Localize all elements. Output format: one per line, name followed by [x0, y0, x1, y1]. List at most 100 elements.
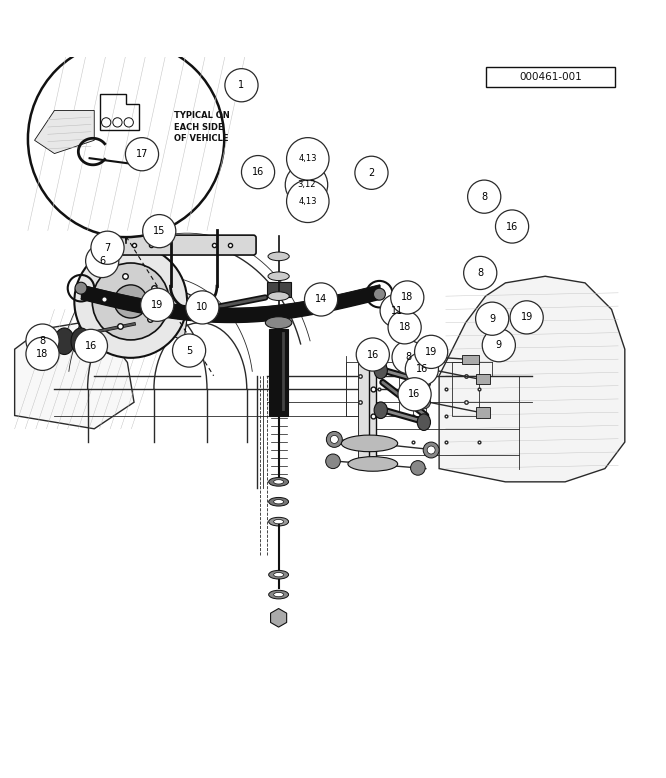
Ellipse shape [374, 362, 388, 379]
Polygon shape [15, 323, 134, 429]
Circle shape [326, 432, 342, 447]
Circle shape [398, 378, 431, 411]
Ellipse shape [268, 570, 288, 579]
Ellipse shape [274, 573, 284, 576]
Circle shape [476, 302, 509, 335]
Ellipse shape [268, 272, 289, 281]
Text: 16: 16 [85, 341, 97, 351]
Text: 16: 16 [416, 364, 428, 374]
Text: 18: 18 [398, 322, 411, 332]
Circle shape [414, 335, 448, 369]
Ellipse shape [274, 520, 284, 524]
Bar [400, 356, 426, 415]
Ellipse shape [268, 252, 289, 261]
Text: 18: 18 [401, 293, 414, 303]
Circle shape [114, 285, 147, 318]
Ellipse shape [71, 328, 91, 355]
Circle shape [242, 156, 274, 189]
Circle shape [225, 68, 258, 102]
Text: 6: 6 [99, 256, 105, 266]
Circle shape [101, 117, 111, 127]
Text: 19: 19 [521, 313, 533, 322]
Bar [486, 68, 615, 87]
Circle shape [510, 301, 543, 334]
Circle shape [304, 283, 338, 316]
Circle shape [124, 117, 133, 127]
Circle shape [326, 454, 340, 468]
Circle shape [143, 215, 176, 247]
Text: 4,13: 4,13 [298, 197, 317, 206]
Text: 8: 8 [477, 268, 484, 278]
Polygon shape [358, 359, 373, 465]
FancyBboxPatch shape [118, 235, 256, 255]
Polygon shape [370, 359, 376, 462]
Polygon shape [35, 110, 95, 153]
Circle shape [172, 334, 206, 367]
Circle shape [286, 138, 329, 180]
Circle shape [26, 324, 59, 357]
Ellipse shape [417, 414, 430, 430]
Ellipse shape [274, 480, 284, 484]
Ellipse shape [274, 499, 284, 504]
Circle shape [330, 436, 338, 443]
Text: 16: 16 [252, 167, 264, 177]
Circle shape [88, 335, 101, 349]
Text: 2: 2 [368, 168, 374, 178]
Polygon shape [144, 275, 190, 342]
Polygon shape [439, 276, 625, 482]
Text: 16: 16 [408, 389, 421, 399]
Circle shape [356, 338, 390, 371]
Circle shape [423, 442, 439, 458]
Circle shape [388, 310, 421, 344]
Circle shape [75, 282, 87, 294]
Text: 16: 16 [506, 222, 518, 232]
Circle shape [374, 288, 386, 300]
Bar [462, 355, 479, 364]
Circle shape [496, 210, 529, 243]
Text: 19: 19 [425, 347, 438, 357]
Ellipse shape [268, 292, 289, 300]
Text: 5: 5 [186, 345, 192, 356]
Ellipse shape [348, 457, 398, 471]
Circle shape [392, 341, 425, 373]
Circle shape [391, 281, 424, 314]
Text: 4,13: 4,13 [298, 154, 317, 163]
Text: 18: 18 [37, 349, 49, 359]
Circle shape [464, 257, 497, 289]
Circle shape [410, 349, 422, 363]
Bar [144, 301, 152, 309]
Text: 3,12: 3,12 [297, 180, 316, 189]
Ellipse shape [374, 402, 388, 419]
Ellipse shape [55, 328, 75, 355]
Circle shape [113, 117, 122, 127]
Circle shape [86, 244, 119, 278]
Circle shape [186, 291, 219, 324]
Text: 14: 14 [315, 294, 327, 304]
Text: 10: 10 [196, 303, 208, 313]
Text: 8: 8 [406, 352, 412, 363]
Circle shape [406, 352, 438, 386]
Text: 17: 17 [136, 149, 148, 159]
Bar [266, 282, 290, 297]
Circle shape [141, 288, 174, 321]
Text: 8: 8 [39, 335, 45, 345]
Circle shape [355, 156, 388, 189]
Ellipse shape [268, 497, 288, 506]
Circle shape [417, 396, 430, 409]
Circle shape [26, 338, 59, 370]
Circle shape [125, 138, 159, 171]
Circle shape [75, 329, 107, 363]
Bar [476, 407, 490, 418]
Circle shape [427, 446, 435, 454]
Text: 16: 16 [367, 349, 379, 359]
Text: 7: 7 [105, 243, 111, 253]
Bar [346, 363, 373, 415]
Circle shape [468, 180, 501, 213]
Text: 8: 8 [481, 191, 488, 202]
Bar [476, 373, 490, 384]
Ellipse shape [341, 435, 398, 452]
Text: 1: 1 [238, 80, 244, 90]
Circle shape [28, 40, 224, 237]
Text: 000461-001: 000461-001 [519, 72, 582, 82]
Circle shape [75, 245, 187, 358]
